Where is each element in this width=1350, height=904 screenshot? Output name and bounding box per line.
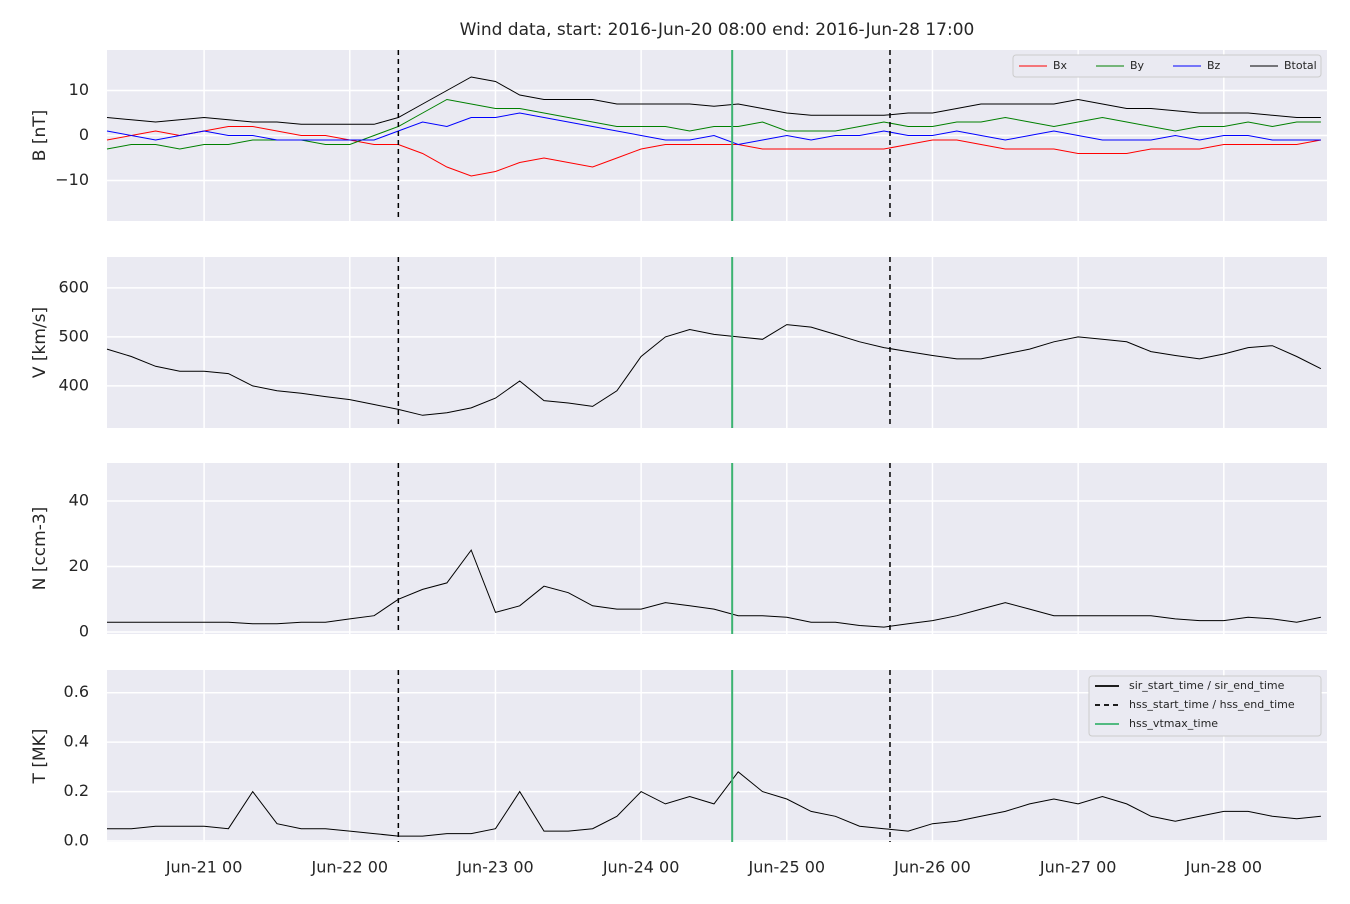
x-tick-label: Jun-22 00	[310, 858, 388, 877]
x-tick-label: Jun-26 00	[893, 858, 971, 877]
legend-label: Bx	[1053, 59, 1068, 72]
y-axis-label: T [MK]	[30, 729, 50, 785]
data-line	[106, 324, 1322, 416]
x-tick-label: Jun-24 00	[602, 858, 680, 877]
y-tick-label: 0.6	[64, 682, 89, 701]
y-tick-label: 0.4	[64, 732, 89, 751]
legend-label: hss_start_time / hss_end_time	[1129, 698, 1295, 711]
legend-label: sir_start_time / sir_end_time	[1129, 679, 1285, 692]
figure-title: Wind data, start: 2016-Jun-20 08:00 end:…	[460, 20, 975, 40]
x-tick-label: Jun-27 00	[1039, 858, 1117, 877]
x-tick-label: Jun-23 00	[456, 858, 534, 877]
data-line	[107, 549, 1321, 628]
legend-box	[1012, 54, 1322, 78]
y-tick-label: 400	[58, 375, 89, 394]
y-tick-label: 0	[79, 622, 89, 641]
x-tick-label: Jun-25 00	[748, 858, 826, 877]
y-tick-label: 600	[58, 277, 89, 296]
y-axis-label: B [nT]	[30, 110, 50, 162]
legend: Bx By Bz Btotal	[1012, 54, 1322, 78]
y-tick-label: 0.2	[64, 781, 89, 800]
y-tick-label: 0.0	[64, 831, 89, 850]
y-tick-label: 0	[79, 125, 89, 144]
y-tick-label: −10	[55, 170, 89, 189]
y-tick-label: 40	[69, 491, 89, 510]
x-tick-label: Jun-28 00	[1185, 858, 1263, 877]
data-line	[106, 98, 1321, 150]
legend-label: Bz	[1207, 59, 1221, 72]
y-axis-label: N [ccm-3]	[30, 507, 50, 591]
x-tick-label: Jun-21 00	[165, 858, 243, 877]
y-tick-label: 20	[69, 556, 89, 575]
plot-area	[107, 463, 1327, 634]
data-line	[106, 76, 1321, 125]
y-tick-label: 500	[58, 326, 89, 345]
plot-area	[107, 257, 1327, 428]
data-line	[106, 112, 1321, 146]
legend-box	[1088, 675, 1322, 737]
y-axis-label: V [km/s]	[30, 307, 50, 378]
data-line	[106, 126, 1321, 177]
legend-label: Btotal	[1284, 59, 1317, 72]
y-tick-label: 10	[69, 80, 89, 99]
legend: sir_start_time / sir_end_time hss_start_t…	[1088, 675, 1322, 737]
legend-label: By	[1130, 59, 1145, 72]
legend-label: hss_vtmax_time	[1129, 717, 1218, 730]
data-line	[107, 771, 1321, 837]
